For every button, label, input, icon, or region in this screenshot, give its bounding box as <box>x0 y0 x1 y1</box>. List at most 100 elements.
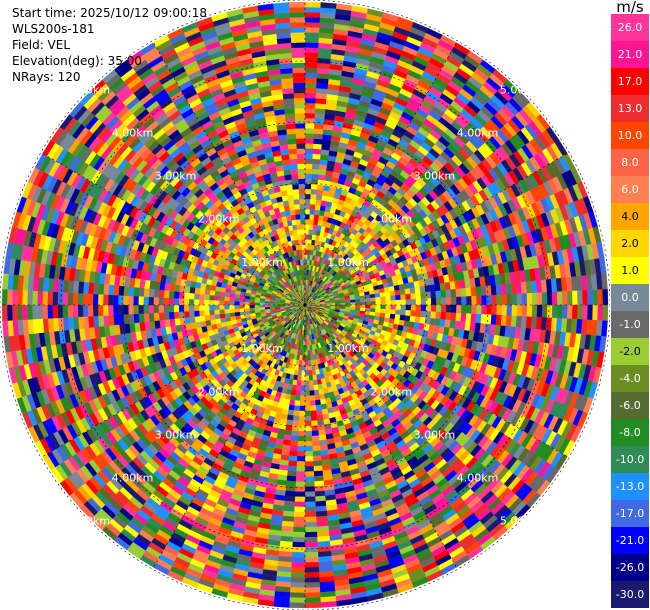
velocity-gate <box>293 521 306 528</box>
velocity-gate <box>394 314 401 321</box>
velocity-gate <box>304 572 320 578</box>
velocity-gate <box>592 289 599 306</box>
velocity-gate <box>295 476 306 482</box>
velocity-gate <box>304 112 316 119</box>
velocity-gate <box>414 316 421 324</box>
velocity-gate <box>285 485 296 492</box>
velocity-gate <box>572 304 578 320</box>
velocity-gate <box>435 297 442 306</box>
velocity-gate <box>304 133 315 139</box>
velocity-gate <box>410 304 417 311</box>
velocity-gate <box>304 173 313 180</box>
velocity-gate <box>310 410 317 417</box>
velocity-gate <box>295 385 301 391</box>
velocity-gate <box>440 311 447 320</box>
velocity-gate <box>495 314 502 326</box>
velocity-gate <box>470 313 477 324</box>
velocity-gate <box>445 312 452 321</box>
velocity-gate <box>304 400 311 407</box>
velocity-gate <box>602 304 609 322</box>
velocity-gate <box>435 290 442 299</box>
velocity-gate <box>296 461 306 467</box>
velocity-gate <box>304 511 317 518</box>
velocity-gate <box>304 188 312 195</box>
velocity-gate <box>314 399 321 406</box>
velocity-gate <box>375 308 381 314</box>
velocity-gate <box>311 173 319 180</box>
velocity-gate <box>304 536 318 543</box>
velocity-gate <box>395 304 402 311</box>
velocity-gate <box>304 32 320 38</box>
velocity-gate <box>360 298 366 303</box>
velocity-gate <box>369 293 376 299</box>
velocity-gate <box>292 541 306 548</box>
velocity-gate <box>304 37 320 43</box>
velocity-gate <box>304 239 309 245</box>
velocity-gate <box>304 577 320 583</box>
velocity-gate <box>312 158 321 165</box>
velocity-gate <box>597 289 604 306</box>
velocity-gate <box>310 415 318 422</box>
velocity-gate <box>304 541 318 548</box>
velocity-gate <box>315 505 327 512</box>
velocity-gate <box>301 370 306 376</box>
velocity-gate <box>289 592 306 599</box>
velocity-gate <box>379 292 386 298</box>
velocity-gate <box>304 143 314 149</box>
velocity-gate <box>505 315 512 327</box>
velocity-gate <box>312 148 322 155</box>
velocity-gate <box>289 597 306 604</box>
velocity-gate <box>309 390 315 396</box>
velocity-gate <box>405 310 412 317</box>
velocity-gate <box>310 405 317 412</box>
velocity-gate <box>315 199 322 206</box>
velocity-gate <box>304 476 315 482</box>
velocity-gate <box>290 440 299 447</box>
velocity-gate <box>500 283 507 295</box>
velocity-gate <box>601 320 608 337</box>
velocity-gate <box>314 118 325 125</box>
velocity-gate <box>399 314 406 321</box>
velocity-gate <box>592 304 599 321</box>
velocity-gate <box>375 300 381 306</box>
velocity-gate <box>511 304 518 317</box>
velocity-gate <box>304 82 317 89</box>
velocity-gate <box>314 113 326 120</box>
velocity-gate <box>419 285 426 294</box>
velocity-gate <box>486 295 493 306</box>
velocity-gate <box>374 292 381 298</box>
velocity-gate <box>410 310 417 317</box>
velocity-gate <box>350 299 356 303</box>
velocity-gate <box>304 461 314 467</box>
velocity-gate <box>297 435 306 442</box>
velocity-gate <box>289 394 296 401</box>
velocity-gate <box>314 490 326 497</box>
velocity-gate <box>304 107 316 114</box>
velocity-gate <box>516 304 523 317</box>
velocity-gate <box>313 465 323 472</box>
velocity-gate <box>567 290 573 306</box>
velocity-gate <box>304 567 320 573</box>
velocity-gate <box>340 302 346 306</box>
velocity-gate <box>304 1 322 8</box>
velocity-gate <box>304 370 309 376</box>
velocity-gates <box>1 1 609 609</box>
velocity-gate <box>300 375 306 381</box>
velocity-gate <box>577 304 583 320</box>
velocity-gate <box>420 304 427 312</box>
velocity-gate <box>395 299 402 306</box>
velocity-gate <box>420 298 427 306</box>
velocity-gate <box>597 304 604 321</box>
velocity-gate <box>385 309 391 315</box>
velocity-gate <box>311 163 320 170</box>
velocity-gate <box>350 302 356 306</box>
velocity-gate <box>424 317 431 325</box>
velocity-gate <box>420 292 427 300</box>
velocity-gate <box>304 385 310 392</box>
velocity-gate <box>521 304 528 317</box>
velocity-gate <box>455 312 462 322</box>
velocity-gate <box>304 471 315 477</box>
velocity-gate <box>314 108 326 115</box>
velocity-gate <box>496 294 503 306</box>
